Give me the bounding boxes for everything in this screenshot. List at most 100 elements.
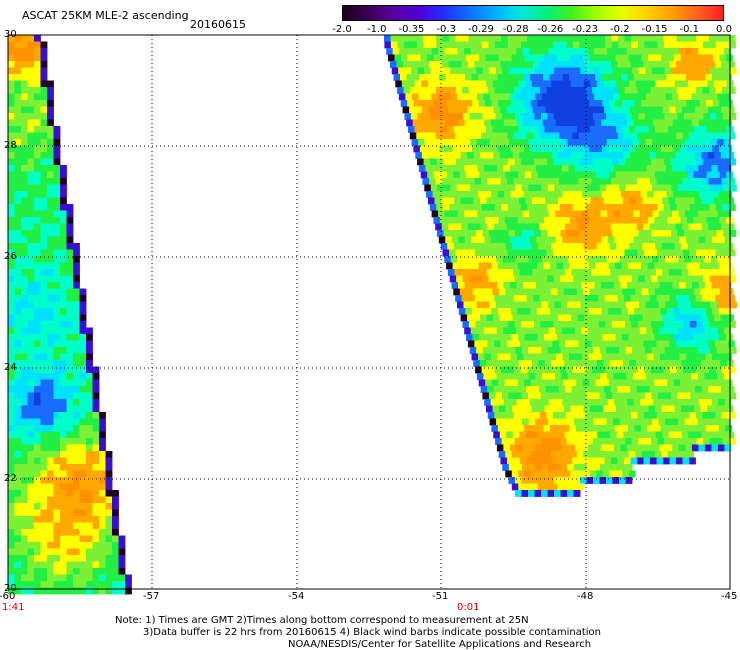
swath-cell [53, 386, 61, 393]
swath-cell [73, 568, 80, 575]
swath-cell [583, 288, 591, 296]
swath-cell [34, 158, 41, 166]
swath-cell [666, 191, 674, 198]
swath-cell [609, 80, 617, 88]
swath-cell [66, 509, 74, 517]
swath-cell [501, 366, 508, 374]
colorbar-tick-label: -0.2 [610, 24, 630, 35]
swath-cell [47, 139, 54, 146]
swath-cell [643, 295, 651, 302]
swath-cell [552, 457, 560, 465]
swath-cell [99, 509, 106, 517]
swath-cell [542, 210, 549, 218]
swath-cell [545, 340, 553, 348]
swath-cell [608, 100, 616, 107]
swath-cell [639, 373, 647, 380]
swath-cell [570, 405, 578, 413]
swath-cell [606, 230, 613, 237]
swath-cell [27, 314, 35, 322]
swath-cell [619, 301, 627, 309]
swath-cell [86, 483, 93, 491]
swath-cell [590, 243, 598, 250]
swath-cell [605, 87, 612, 94]
swath-cell [542, 444, 550, 452]
swath-cell [603, 152, 611, 159]
swath-cell [14, 574, 22, 582]
swath-cell [567, 464, 575, 471]
swath-cell [660, 74, 667, 81]
swath-cell [662, 106, 670, 114]
colorbar-tick-label: -2.0 [332, 24, 352, 35]
swath-cell [40, 48, 48, 55]
swath-cell [480, 314, 487, 322]
swath-cell [591, 412, 599, 419]
swath-cell [8, 171, 15, 179]
swath-cell [562, 425, 570, 432]
swath-cell [558, 431, 566, 439]
swath-cell [621, 379, 629, 387]
swath-cell [60, 561, 67, 569]
swath-cell [442, 35, 450, 42]
swath-cell [512, 431, 520, 439]
swath-cell [603, 360, 611, 367]
swath-cell [546, 321, 554, 328]
swath-cell [645, 67, 653, 75]
swath-cell [503, 399, 511, 406]
swath-cell [689, 41, 697, 49]
swath-cell [641, 54, 649, 62]
swath-cell [713, 334, 720, 341]
swath-cell [502, 464, 510, 471]
swath-cell [715, 178, 722, 185]
swath-cell [73, 249, 80, 257]
swath-cell [60, 204, 67, 211]
swath-cell [707, 314, 715, 322]
swath-cell [568, 48, 576, 55]
swath-cell [611, 87, 619, 94]
swath-cell [27, 340, 35, 348]
swath-cell [642, 126, 649, 133]
swath-cell [27, 269, 35, 276]
swath-cell [554, 256, 562, 263]
swath-cell [591, 132, 599, 140]
swath-cell [27, 171, 35, 179]
swath-cell [92, 503, 100, 510]
swath-cell [40, 126, 48, 133]
swath-cell [674, 405, 682, 413]
swath-cell [721, 386, 728, 393]
swath-cell [685, 444, 693, 452]
swath-cell [436, 35, 443, 42]
swath-cell [578, 340, 586, 348]
swath-cell [496, 418, 503, 426]
swath-cell [79, 340, 87, 348]
swath-cell [525, 243, 533, 250]
swath-cell [79, 321, 87, 328]
swath-cell [579, 35, 586, 42]
swath-cell [465, 145, 473, 153]
swath-cell [562, 119, 570, 127]
swath-cell [66, 464, 74, 471]
swath-cell [451, 48, 459, 55]
swath-cell [444, 48, 452, 55]
swath-cell [468, 35, 476, 42]
swath-cell [105, 483, 113, 491]
swath-cell [596, 334, 603, 341]
swath-cell [725, 100, 733, 107]
swath-cell [47, 80, 54, 88]
swath-cell [505, 451, 513, 458]
swath-cell [678, 93, 686, 101]
swath-cell [604, 132, 612, 140]
swath-cell [582, 379, 590, 387]
swath-cell [548, 327, 556, 335]
swath-cell [521, 67, 529, 75]
swath-cell [475, 366, 482, 374]
swath-cell [642, 152, 650, 159]
swath-cell [531, 54, 538, 62]
swath-cell [415, 61, 423, 68]
swath-cell [714, 61, 722, 68]
swath-cell [629, 360, 637, 367]
swath-cell [459, 100, 467, 107]
swath-cell [645, 139, 653, 146]
swath-cell [27, 483, 35, 491]
swath-cell [664, 113, 672, 120]
